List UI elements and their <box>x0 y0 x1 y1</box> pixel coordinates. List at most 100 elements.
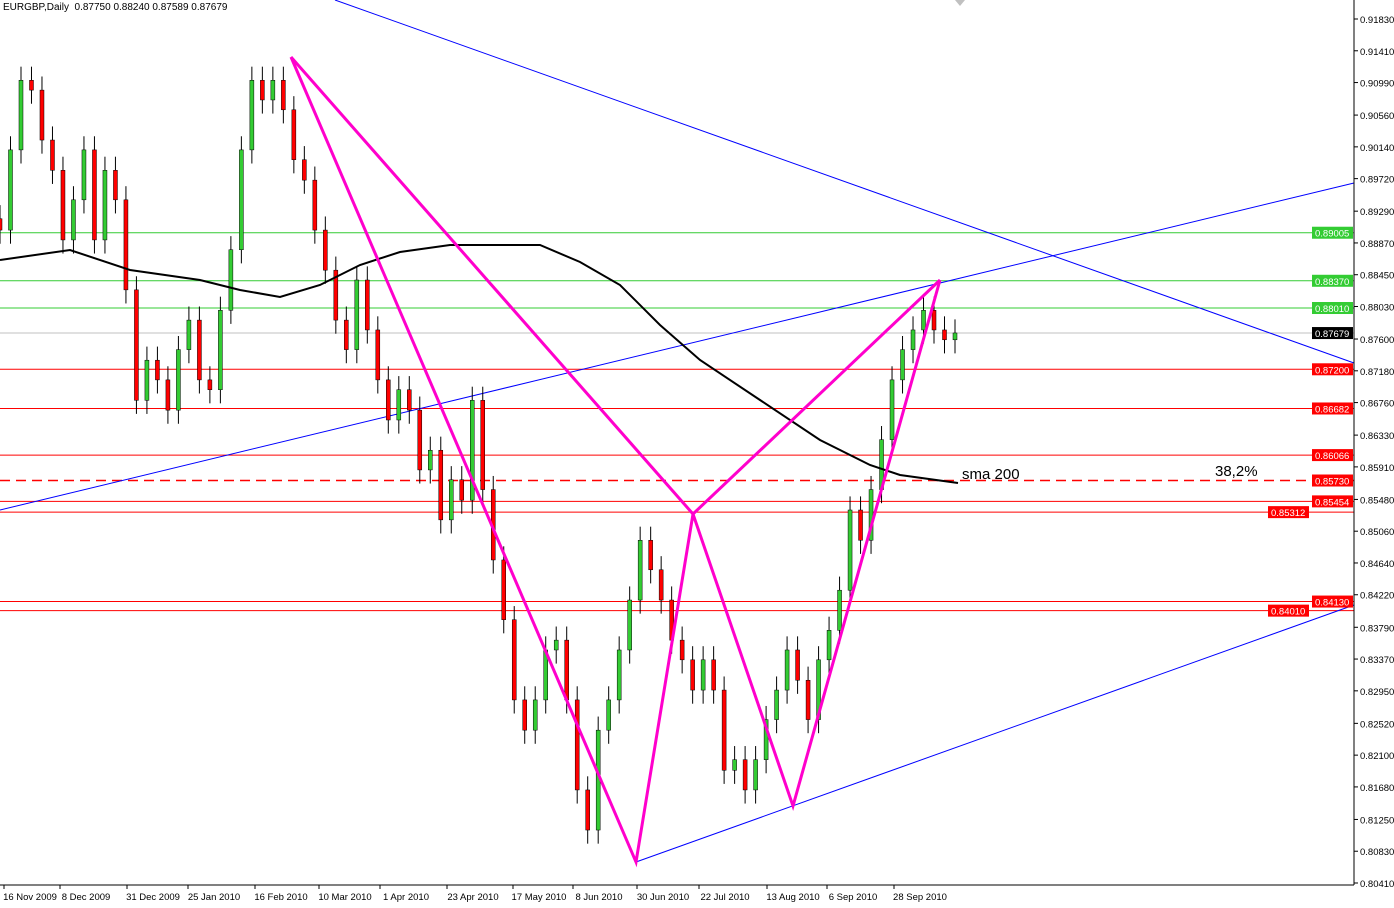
candle[interactable] <box>774 676 779 734</box>
candle[interactable] <box>249 66 255 164</box>
candle[interactable] <box>71 186 76 254</box>
candle[interactable] <box>102 156 108 254</box>
candle[interactable] <box>480 386 485 504</box>
candle[interactable] <box>742 746 748 804</box>
candle[interactable] <box>0 205 3 244</box>
candle[interactable] <box>522 686 527 744</box>
trendline-middle[interactable] <box>0 182 1355 511</box>
candle[interactable] <box>144 346 150 414</box>
candle[interactable] <box>239 136 244 264</box>
candle[interactable] <box>606 686 611 744</box>
candle[interactable] <box>438 436 444 534</box>
trendline-upper[interactable] <box>334 0 1355 364</box>
price-axis[interactable]: 0.91830 0.91410 0.90990 0.90560 0.90140 0.897… <box>1354 15 1394 890</box>
trendline-lower[interactable] <box>635 604 1355 863</box>
candle[interactable] <box>784 636 790 704</box>
candle[interactable] <box>470 386 475 514</box>
candle[interactable] <box>753 746 758 804</box>
candle[interactable] <box>700 646 706 704</box>
candle-body <box>438 449 444 521</box>
candle[interactable] <box>396 376 402 434</box>
candle[interactable] <box>627 586 632 664</box>
candle[interactable] <box>323 216 328 284</box>
candle[interactable] <box>428 436 433 484</box>
candle[interactable] <box>679 626 685 674</box>
candle[interactable] <box>113 156 118 214</box>
candle[interactable] <box>260 66 265 114</box>
candle[interactable] <box>511 606 517 714</box>
pattern-bd[interactable] <box>691 278 942 516</box>
candle[interactable] <box>29 66 34 104</box>
candle[interactable] <box>291 96 297 174</box>
candle[interactable] <box>218 296 223 404</box>
candle[interactable] <box>354 266 360 364</box>
pattern-xb[interactable] <box>289 56 695 515</box>
candle[interactable] <box>207 366 213 404</box>
pattern-zigzag[interactable] <box>289 56 942 868</box>
candle[interactable] <box>574 686 580 804</box>
candle[interactable] <box>763 705 769 774</box>
candle[interactable] <box>826 616 832 674</box>
candle[interactable] <box>165 366 171 424</box>
candle[interactable] <box>637 526 643 614</box>
candle[interactable] <box>847 496 853 604</box>
candle[interactable] <box>942 316 947 354</box>
candle[interactable] <box>302 146 307 194</box>
candle[interactable] <box>900 336 905 394</box>
candle[interactable] <box>228 236 234 324</box>
candle[interactable] <box>312 166 318 244</box>
candle[interactable] <box>8 136 13 244</box>
candle[interactable] <box>92 136 97 254</box>
candle[interactable] <box>501 546 506 634</box>
candle[interactable] <box>952 319 958 354</box>
candle[interactable] <box>365 266 370 344</box>
candle[interactable] <box>39 76 45 154</box>
candle[interactable] <box>18 66 24 164</box>
candle-body <box>92 149 97 241</box>
candle[interactable] <box>910 316 916 364</box>
candle[interactable] <box>50 126 55 184</box>
candle[interactable] <box>721 676 727 784</box>
candle[interactable] <box>270 66 276 114</box>
candle[interactable] <box>889 366 895 454</box>
candle[interactable] <box>123 186 129 304</box>
time-axis[interactable]: 16 Nov 2009 8 Dec 2009 31 Dec 2009 25 Jan 2… <box>3 885 947 903</box>
candle[interactable] <box>858 496 863 554</box>
candle[interactable] <box>155 346 160 394</box>
candle[interactable] <box>375 316 381 394</box>
symbol-label: EURGBP,Daily <box>3 2 69 13</box>
candle[interactable] <box>60 156 66 254</box>
price-tick-label: 0.88870 <box>1360 239 1394 250</box>
candle[interactable] <box>648 526 653 584</box>
candle-body <box>428 449 433 471</box>
candle[interactable] <box>658 556 664 614</box>
candle[interactable] <box>81 136 87 214</box>
candle[interactable] <box>386 366 391 434</box>
candle[interactable] <box>732 746 737 784</box>
candle[interactable] <box>711 646 716 704</box>
candle[interactable] <box>532 686 538 744</box>
candle[interactable] <box>805 666 811 734</box>
candle[interactable] <box>197 306 202 394</box>
candle[interactable] <box>837 576 842 644</box>
candle[interactable] <box>333 256 339 334</box>
candle[interactable] <box>186 306 192 364</box>
candle[interactable] <box>585 776 590 844</box>
level-price-label: 0.86066 <box>1315 451 1349 462</box>
candle[interactable] <box>407 376 412 424</box>
candle[interactable] <box>690 646 695 704</box>
level-price-label: 0.84010 <box>1271 607 1305 618</box>
candle[interactable] <box>616 636 622 714</box>
shift-marker-icon[interactable] <box>955 0 965 6</box>
candle[interactable] <box>176 336 181 424</box>
candle[interactable] <box>459 466 465 514</box>
candle[interactable] <box>134 276 139 414</box>
candle[interactable] <box>281 66 286 124</box>
candle[interactable] <box>795 636 800 694</box>
candle[interactable] <box>553 626 559 664</box>
candle[interactable] <box>344 306 349 364</box>
candle[interactable] <box>868 475 874 554</box>
candle[interactable] <box>449 466 454 534</box>
candle[interactable] <box>417 396 423 484</box>
